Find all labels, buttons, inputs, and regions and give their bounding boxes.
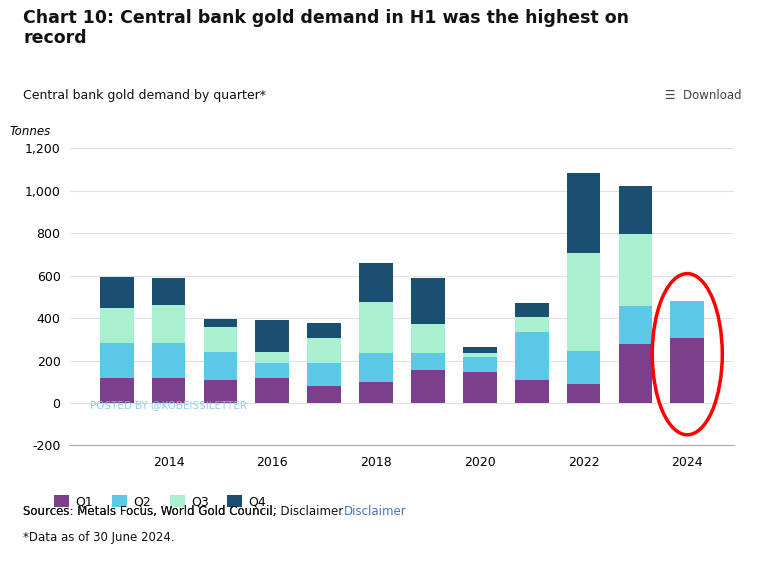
Bar: [411, 278, 444, 324]
Bar: [308, 363, 341, 386]
Text: ☰  Download: ☰ Download: [666, 89, 742, 102]
Bar: [255, 320, 289, 352]
Bar: [255, 363, 289, 377]
Text: Chart 10: Central bank gold demand in H1 was the highest on
record: Chart 10: Central bank gold demand in H1…: [23, 9, 629, 47]
Text: Sources: Metals Focus, World Gold Council; Disclaimer: Sources: Metals Focus, World Gold Counci…: [23, 505, 343, 518]
Bar: [515, 332, 549, 380]
Bar: [203, 327, 237, 352]
Bar: [515, 317, 549, 332]
Bar: [100, 308, 134, 343]
Bar: [308, 323, 341, 338]
Bar: [515, 380, 549, 403]
Bar: [567, 173, 601, 254]
Bar: [618, 234, 652, 307]
Bar: [152, 377, 186, 403]
Bar: [359, 302, 393, 353]
Bar: [359, 382, 393, 403]
Bar: [670, 338, 704, 403]
Bar: [463, 353, 496, 357]
Bar: [308, 338, 341, 363]
Bar: [618, 344, 652, 403]
Bar: [411, 353, 444, 370]
Bar: [411, 370, 444, 403]
Bar: [255, 377, 289, 403]
Bar: [152, 305, 186, 343]
Bar: [567, 351, 601, 384]
Bar: [100, 377, 134, 403]
Bar: [255, 352, 289, 363]
Legend: Q1, Q2, Q3, Q4: Q1, Q2, Q3, Q4: [49, 490, 271, 513]
Bar: [515, 303, 549, 317]
Bar: [670, 300, 704, 338]
Bar: [152, 343, 186, 377]
Text: Tonnes: Tonnes: [10, 124, 51, 138]
Bar: [308, 386, 341, 403]
Bar: [359, 353, 393, 382]
Bar: [567, 254, 601, 351]
Bar: [618, 307, 652, 344]
Bar: [567, 384, 601, 403]
Bar: [463, 372, 496, 403]
Bar: [411, 324, 444, 353]
Bar: [100, 277, 134, 308]
Bar: [359, 263, 393, 302]
Bar: [618, 186, 652, 234]
Bar: [463, 357, 496, 372]
Text: Central bank gold demand by quarter*: Central bank gold demand by quarter*: [23, 89, 266, 102]
Text: POSTED BY @KOBEISSILETTER: POSTED BY @KOBEISSILETTER: [90, 400, 247, 410]
Text: Disclaimer: Disclaimer: [344, 505, 407, 518]
Bar: [203, 380, 237, 403]
Bar: [100, 343, 134, 377]
Bar: [463, 347, 496, 353]
Bar: [152, 278, 186, 305]
Text: Sources: Metals Focus, World Gold Council;: Sources: Metals Focus, World Gold Counci…: [23, 505, 281, 518]
Text: *Data as of 30 June 2024.: *Data as of 30 June 2024.: [23, 531, 175, 544]
Bar: [203, 319, 237, 327]
Bar: [203, 352, 237, 380]
